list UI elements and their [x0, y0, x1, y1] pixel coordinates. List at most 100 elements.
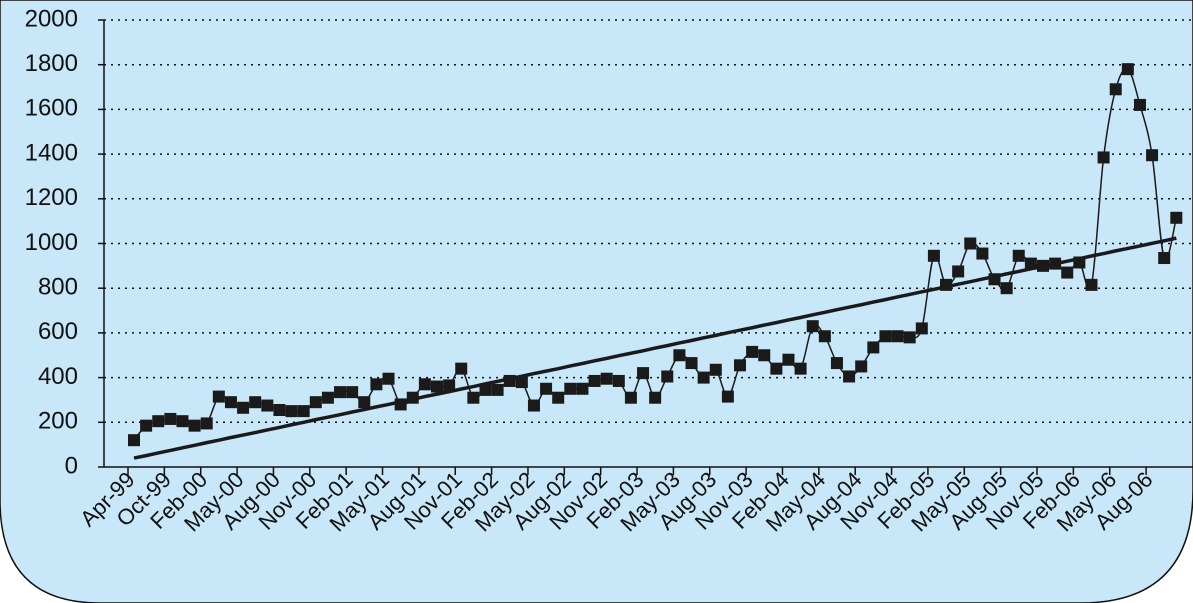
marker [1012, 249, 1025, 262]
marker [164, 412, 177, 425]
marker [212, 390, 225, 403]
marker [491, 383, 504, 396]
marker [309, 396, 322, 409]
marker [891, 330, 904, 343]
marker [1133, 98, 1146, 111]
marker [588, 374, 601, 387]
marker [661, 370, 674, 383]
marker [806, 320, 819, 333]
y-tick-label: 600 [38, 318, 78, 345]
marker [1000, 282, 1013, 295]
marker [612, 374, 625, 387]
y-tick-label: 800 [38, 274, 78, 301]
marker [576, 382, 589, 395]
marker [1024, 257, 1037, 270]
marker [455, 362, 468, 375]
marker [1085, 278, 1098, 291]
marker [830, 357, 843, 370]
marker [540, 382, 553, 395]
marker [128, 434, 140, 447]
marker [649, 391, 662, 404]
marker [467, 391, 480, 404]
marker [964, 237, 977, 250]
marker [249, 396, 262, 409]
marker [952, 265, 965, 278]
marker [1109, 83, 1122, 96]
marker [855, 360, 868, 373]
marker [782, 353, 795, 366]
y-tick-label: 1000 [25, 229, 78, 256]
marker [200, 417, 213, 430]
marker [903, 331, 916, 344]
marker [976, 247, 989, 260]
marker [237, 401, 250, 414]
y-tick-label: 1600 [25, 95, 78, 122]
marker [418, 378, 431, 391]
marker [370, 378, 383, 391]
marker [794, 362, 807, 375]
trend-line [133, 236, 1177, 460]
marker [624, 391, 637, 404]
y-tick-label: 400 [38, 363, 78, 390]
marker [927, 249, 940, 262]
marker [673, 349, 686, 362]
marker [879, 330, 892, 343]
marker [915, 322, 928, 335]
marker [394, 398, 407, 411]
marker [140, 419, 153, 432]
marker [334, 386, 347, 399]
y-tick-label: 1400 [25, 139, 78, 166]
marker [1049, 257, 1062, 270]
marker [406, 391, 419, 404]
marker [188, 419, 201, 432]
marker [734, 359, 746, 372]
marker [600, 372, 613, 385]
marker [382, 372, 395, 385]
marker [358, 396, 371, 409]
marker [721, 390, 734, 403]
marker [479, 383, 492, 396]
marker [431, 380, 443, 393]
marker [176, 415, 189, 428]
marker [746, 345, 759, 358]
marker [285, 405, 298, 418]
marker [818, 330, 831, 343]
marker [515, 376, 528, 389]
y-tick-label: 200 [38, 408, 78, 435]
marker [273, 404, 286, 417]
y-tick-label: 1200 [25, 184, 78, 211]
marker [321, 391, 334, 404]
marker [940, 278, 953, 291]
y-tick-label: 0 [65, 452, 78, 479]
marker [224, 396, 237, 409]
marker [1146, 149, 1159, 162]
marker [770, 362, 783, 375]
y-tick-label: 1800 [25, 50, 78, 77]
marker [867, 341, 880, 354]
marker [443, 379, 456, 392]
marker [709, 363, 722, 376]
marker [1073, 256, 1086, 269]
y-tick-label: 2000 [25, 5, 78, 32]
marker [1158, 252, 1171, 265]
marker [503, 374, 516, 387]
marker [685, 357, 698, 370]
marker [297, 405, 310, 418]
marker [152, 415, 165, 428]
marker [1097, 151, 1110, 164]
marker [637, 367, 650, 380]
marker [346, 386, 359, 399]
marker [843, 370, 856, 383]
marker [1170, 211, 1183, 224]
marker [564, 382, 577, 395]
marker [697, 371, 710, 384]
marker [527, 399, 540, 412]
marker [1061, 266, 1074, 279]
marker [1121, 63, 1134, 76]
marker [758, 349, 771, 362]
marker [552, 391, 565, 404]
marker [988, 273, 1001, 286]
marker [261, 399, 274, 412]
marker [1037, 259, 1049, 272]
